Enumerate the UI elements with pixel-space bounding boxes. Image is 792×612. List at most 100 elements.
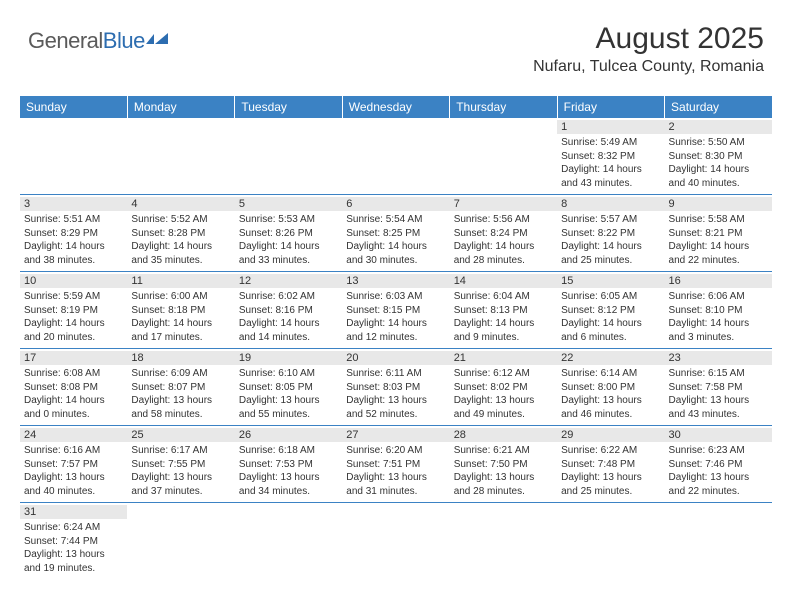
calendar-row: 24Sunrise: 6:16 AMSunset: 7:57 PMDayligh… [20, 426, 772, 503]
day-number: 21 [450, 351, 557, 365]
calendar-cell: 16Sunrise: 6:06 AMSunset: 8:10 PMDayligh… [665, 272, 772, 349]
sunrise-text: Sunrise: 5:56 AM [454, 213, 553, 227]
sunset-text: Sunset: 8:32 PM [561, 150, 660, 164]
day-number: 29 [557, 428, 664, 442]
sunrise-text: Sunrise: 6:08 AM [24, 367, 123, 381]
calendar-cell [450, 503, 557, 580]
sunset-text: Sunset: 8:15 PM [346, 304, 445, 318]
sunset-text: Sunset: 7:44 PM [24, 535, 123, 549]
sunset-text: Sunset: 7:58 PM [669, 381, 768, 395]
day-number: 24 [20, 428, 127, 442]
sunrise-text: Sunrise: 6:10 AM [239, 367, 338, 381]
daylight-text: Daylight: 13 hours and 40 minutes. [24, 471, 123, 498]
day-number: 26 [235, 428, 342, 442]
daylight-text: Daylight: 13 hours and 46 minutes. [561, 394, 660, 421]
sunrise-text: Sunrise: 6:24 AM [24, 521, 123, 535]
daylight-text: Daylight: 14 hours and 0 minutes. [24, 394, 123, 421]
daylight-text: Daylight: 13 hours and 28 minutes. [454, 471, 553, 498]
day-number: 10 [20, 274, 127, 288]
location: Nufaru, Tulcea County, Romania [533, 58, 764, 76]
day-number: 12 [235, 274, 342, 288]
sunset-text: Sunset: 8:22 PM [561, 227, 660, 241]
sunrise-text: Sunrise: 5:53 AM [239, 213, 338, 227]
weekday-header: Thursday [450, 96, 557, 118]
calendar-cell [342, 118, 449, 195]
day-number: 4 [127, 197, 234, 211]
day-number: 17 [20, 351, 127, 365]
calendar-row: 1Sunrise: 5:49 AMSunset: 8:32 PMDaylight… [20, 118, 772, 195]
sunset-text: Sunset: 8:21 PM [669, 227, 768, 241]
sunset-text: Sunset: 8:19 PM [24, 304, 123, 318]
calendar-cell: 1Sunrise: 5:49 AMSunset: 8:32 PMDaylight… [557, 118, 664, 195]
sunrise-text: Sunrise: 5:59 AM [24, 290, 123, 304]
daylight-text: Daylight: 14 hours and 38 minutes. [24, 240, 123, 267]
day-number: 27 [342, 428, 449, 442]
sunset-text: Sunset: 8:24 PM [454, 227, 553, 241]
sunrise-text: Sunrise: 6:12 AM [454, 367, 553, 381]
sunset-text: Sunset: 7:51 PM [346, 458, 445, 472]
calendar-cell [665, 503, 772, 580]
daylight-text: Daylight: 13 hours and 49 minutes. [454, 394, 553, 421]
weekday-header: Tuesday [235, 96, 342, 118]
sunset-text: Sunset: 8:12 PM [561, 304, 660, 318]
day-number: 25 [127, 428, 234, 442]
daylight-text: Daylight: 13 hours and 19 minutes. [24, 548, 123, 575]
calendar-cell [235, 118, 342, 195]
calendar-cell: 21Sunrise: 6:12 AMSunset: 8:02 PMDayligh… [450, 349, 557, 426]
daylight-text: Daylight: 14 hours and 6 minutes. [561, 317, 660, 344]
daylight-text: Daylight: 13 hours and 31 minutes. [346, 471, 445, 498]
sunrise-text: Sunrise: 5:58 AM [669, 213, 768, 227]
sunrise-text: Sunrise: 6:05 AM [561, 290, 660, 304]
sunset-text: Sunset: 8:05 PM [239, 381, 338, 395]
day-number: 11 [127, 274, 234, 288]
sunrise-text: Sunrise: 6:14 AM [561, 367, 660, 381]
sunrise-text: Sunrise: 6:20 AM [346, 444, 445, 458]
calendar-cell: 31Sunrise: 6:24 AMSunset: 7:44 PMDayligh… [20, 503, 127, 580]
sunrise-text: Sunrise: 6:21 AM [454, 444, 553, 458]
sunrise-text: Sunrise: 5:52 AM [131, 213, 230, 227]
daylight-text: Daylight: 14 hours and 35 minutes. [131, 240, 230, 267]
sunset-text: Sunset: 8:29 PM [24, 227, 123, 241]
daylight-text: Daylight: 14 hours and 14 minutes. [239, 317, 338, 344]
sunset-text: Sunset: 7:57 PM [24, 458, 123, 472]
day-number: 15 [557, 274, 664, 288]
sunset-text: Sunset: 8:28 PM [131, 227, 230, 241]
weekday-header: Friday [557, 96, 664, 118]
day-number: 28 [450, 428, 557, 442]
day-number: 16 [665, 274, 772, 288]
daylight-text: Daylight: 13 hours and 34 minutes. [239, 471, 338, 498]
sunrise-text: Sunrise: 5:51 AM [24, 213, 123, 227]
day-number: 18 [127, 351, 234, 365]
sunset-text: Sunset: 8:07 PM [131, 381, 230, 395]
day-number: 6 [342, 197, 449, 211]
calendar-cell: 11Sunrise: 6:00 AMSunset: 8:18 PMDayligh… [127, 272, 234, 349]
sunrise-text: Sunrise: 6:16 AM [24, 444, 123, 458]
sunrise-text: Sunrise: 5:54 AM [346, 213, 445, 227]
calendar-row: 31Sunrise: 6:24 AMSunset: 7:44 PMDayligh… [20, 503, 772, 580]
page-title: August 2025 [533, 22, 764, 56]
sunrise-text: Sunrise: 6:22 AM [561, 444, 660, 458]
day-number: 19 [235, 351, 342, 365]
daylight-text: Daylight: 14 hours and 33 minutes. [239, 240, 338, 267]
sunset-text: Sunset: 8:16 PM [239, 304, 338, 318]
daylight-text: Daylight: 13 hours and 22 minutes. [669, 471, 768, 498]
daylight-text: Daylight: 14 hours and 22 minutes. [669, 240, 768, 267]
sunrise-text: Sunrise: 6:09 AM [131, 367, 230, 381]
calendar-cell: 10Sunrise: 5:59 AMSunset: 8:19 PMDayligh… [20, 272, 127, 349]
sunrise-text: Sunrise: 5:57 AM [561, 213, 660, 227]
daylight-text: Daylight: 13 hours and 58 minutes. [131, 394, 230, 421]
daylight-text: Daylight: 14 hours and 40 minutes. [669, 163, 768, 190]
sunset-text: Sunset: 8:18 PM [131, 304, 230, 318]
sunset-text: Sunset: 8:25 PM [346, 227, 445, 241]
day-number: 30 [665, 428, 772, 442]
calendar-row: 3Sunrise: 5:51 AMSunset: 8:29 PMDaylight… [20, 195, 772, 272]
daylight-text: Daylight: 13 hours and 37 minutes. [131, 471, 230, 498]
sunset-text: Sunset: 8:26 PM [239, 227, 338, 241]
weekday-header: Saturday [665, 96, 772, 118]
calendar-cell: 17Sunrise: 6:08 AMSunset: 8:08 PMDayligh… [20, 349, 127, 426]
sunrise-text: Sunrise: 6:18 AM [239, 444, 338, 458]
sunset-text: Sunset: 7:53 PM [239, 458, 338, 472]
calendar-cell [127, 118, 234, 195]
calendar-cell: 13Sunrise: 6:03 AMSunset: 8:15 PMDayligh… [342, 272, 449, 349]
weekday-header: Monday [127, 96, 234, 118]
